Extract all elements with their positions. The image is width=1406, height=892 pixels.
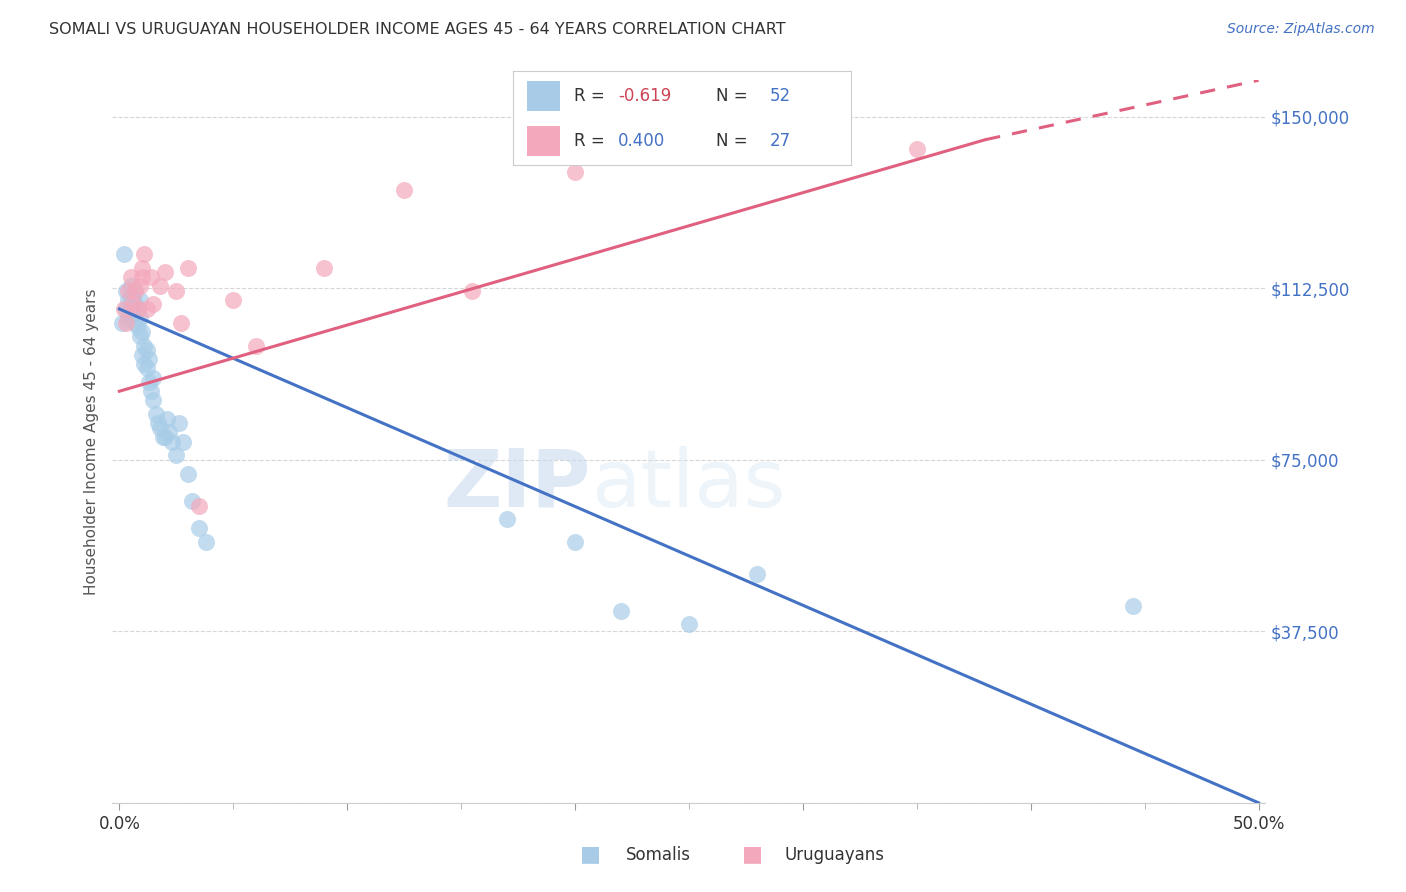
Point (188, 521, 211, 535)
Point (176, 467, 198, 481)
Point (134, 338, 156, 352)
Point (138, 352, 160, 367)
Point (141, 384, 163, 399)
Point (120, 301, 142, 316)
Text: Source: ZipAtlas.com: Source: ZipAtlas.com (1227, 22, 1375, 37)
Point (115, 301, 138, 316)
Point (564, 165, 586, 179)
Point (112, 301, 135, 316)
Text: Somalis: Somalis (626, 846, 690, 863)
Point (188, 499, 211, 513)
Point (117, 311, 139, 326)
Point (131, 348, 153, 362)
Point (127, 301, 149, 316)
Point (145, 407, 167, 421)
Point (122, 293, 145, 307)
Point (135, 343, 157, 357)
Point (153, 430, 176, 444)
Text: 0.400: 0.400 (617, 132, 665, 150)
Point (392, 183, 415, 197)
Point (314, 260, 336, 275)
Point (117, 293, 139, 307)
Point (160, 434, 183, 449)
Point (128, 311, 150, 326)
Point (134, 357, 156, 371)
Point (124, 284, 146, 298)
Point (112, 247, 135, 261)
Point (142, 393, 165, 408)
Point (170, 316, 193, 330)
Point (138, 375, 160, 389)
Point (146, 416, 169, 430)
Point (149, 421, 172, 435)
Point (222, 293, 245, 307)
Point (142, 297, 165, 311)
Point (747, 567, 769, 582)
Point (142, 370, 165, 384)
Point (131, 260, 153, 275)
Point (131, 325, 153, 339)
Text: atlas: atlas (591, 446, 786, 524)
Point (120, 279, 142, 293)
Text: SOMALI VS URUGUAYAN HOUSEHOLDER INCOME AGES 45 - 64 YEARS CORRELATION CHART: SOMALI VS URUGUAYAN HOUSEHOLDER INCOME A… (49, 22, 786, 37)
Point (128, 293, 150, 307)
Point (122, 306, 145, 320)
Point (194, 535, 217, 549)
Point (120, 269, 142, 284)
Point (117, 284, 139, 298)
Point (461, 284, 484, 298)
Text: -0.619: -0.619 (617, 87, 671, 104)
Point (127, 320, 149, 334)
Point (134, 247, 156, 261)
Point (128, 279, 150, 293)
Text: ■: ■ (581, 845, 600, 864)
Text: 27: 27 (769, 132, 790, 150)
FancyBboxPatch shape (527, 81, 561, 111)
Text: ■: ■ (742, 845, 762, 864)
Point (110, 316, 132, 330)
Point (176, 260, 198, 275)
Point (131, 269, 153, 284)
Text: Uruguayans: Uruguayans (785, 846, 884, 863)
Point (159, 425, 181, 440)
Point (609, 604, 631, 618)
Point (124, 284, 146, 298)
FancyBboxPatch shape (527, 126, 561, 156)
Point (165, 448, 187, 462)
Point (135, 361, 157, 376)
Point (167, 416, 190, 430)
Point (115, 284, 138, 298)
Point (122, 297, 145, 311)
Point (1122, 599, 1144, 614)
Text: R =: R = (574, 87, 610, 104)
Point (172, 434, 194, 449)
Point (124, 297, 146, 311)
Text: 52: 52 (769, 87, 790, 104)
Point (128, 329, 150, 343)
Point (127, 301, 149, 316)
Text: R =: R = (574, 132, 610, 150)
Point (115, 316, 138, 330)
Point (141, 269, 163, 284)
Point (564, 535, 586, 549)
Point (245, 338, 267, 352)
Point (149, 279, 172, 293)
Point (905, 142, 928, 156)
Point (156, 411, 179, 425)
Point (120, 293, 142, 307)
Text: ZIP: ZIP (444, 446, 591, 524)
Point (124, 316, 146, 330)
Point (165, 284, 187, 298)
Y-axis label: Householder Income Ages 45 - 64 years: Householder Income Ages 45 - 64 years (83, 288, 98, 595)
Point (135, 301, 157, 316)
Point (152, 430, 174, 444)
Text: N =: N = (716, 87, 752, 104)
Point (678, 617, 700, 632)
Point (495, 512, 517, 526)
Point (181, 494, 204, 508)
Text: N =: N = (716, 132, 752, 150)
Point (122, 288, 145, 302)
Point (153, 265, 176, 279)
